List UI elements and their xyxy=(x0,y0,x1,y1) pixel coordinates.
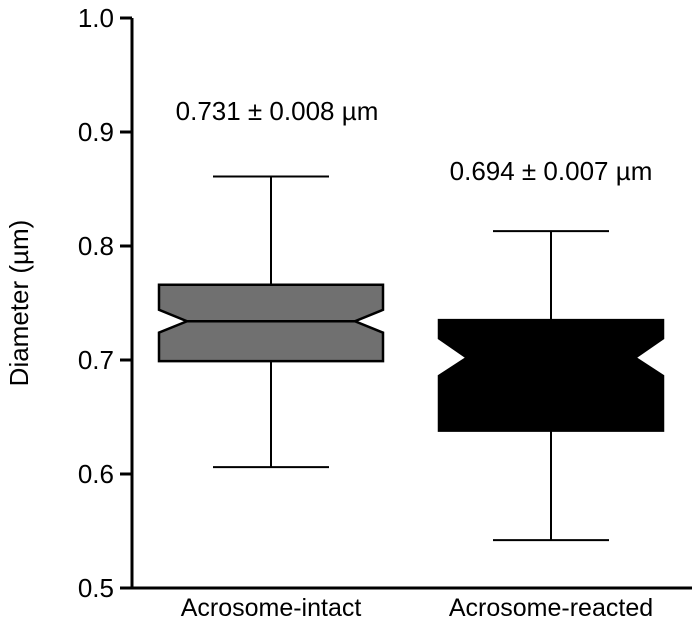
y-tick-label: 0.9 xyxy=(78,117,114,147)
x-category-label: Acrosome-intact xyxy=(181,594,362,622)
box-acrosome-reacted: 0.694 ± 0.007 µm xyxy=(437,156,665,542)
y-tick-label: 0.5 xyxy=(78,573,114,603)
box-acrosome-intact: 0.731 ± 0.008 µm xyxy=(157,96,385,469)
box-series: 0.731 ± 0.008 µm 0.694 ± 0.007 µm xyxy=(157,96,665,542)
y-tick-label: 1.0 xyxy=(78,3,114,33)
x-category-label: Acrosome-reacted xyxy=(449,594,653,622)
y-axis-title: Diameter (µm) xyxy=(4,220,34,387)
y-tick-label: 0.6 xyxy=(78,459,114,489)
mean-annotation: 0.694 ± 0.007 µm xyxy=(450,156,653,186)
category-labels: Acrosome-intact Acrosome-reacted xyxy=(181,594,653,622)
notched-box xyxy=(437,318,665,432)
mean-annotation: 0.731 ± 0.008 µm xyxy=(176,96,379,126)
notched-box xyxy=(157,283,385,363)
y-tick-label: 0.7 xyxy=(78,345,114,375)
y-axis-ticks: 0.5 0.6 0.7 0.8 0.9 1.0 xyxy=(78,3,132,603)
y-tick-label: 0.8 xyxy=(78,231,114,261)
